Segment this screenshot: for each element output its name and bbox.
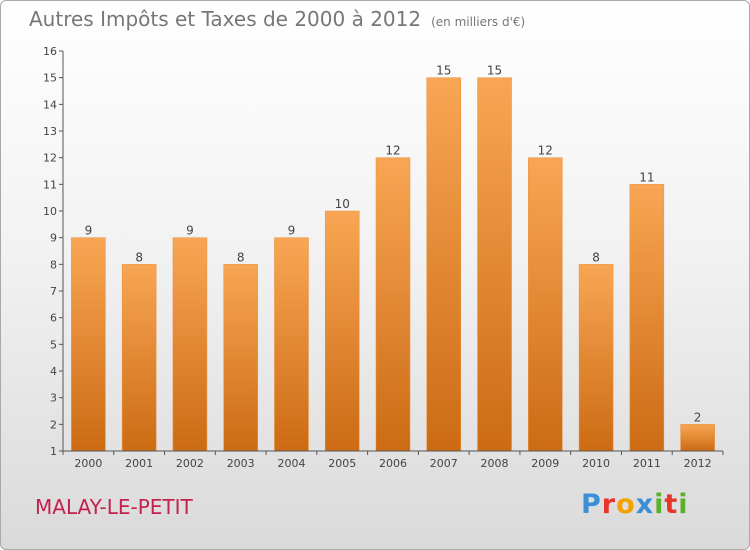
y-tick-label: 13	[43, 125, 57, 138]
bar-2010[interactable]	[578, 264, 614, 452]
data-label-2006: 12	[385, 144, 400, 158]
logo-letter: r	[601, 489, 617, 520]
chart-unit: (en milliers d'€)	[431, 15, 526, 29]
bar-2008[interactable]	[477, 77, 512, 452]
data-label-2008: 15	[487, 64, 502, 78]
x-tick-label: 2011	[633, 457, 661, 470]
y-tick-label: 9	[50, 232, 57, 245]
x-tick-label: 2006	[379, 457, 407, 470]
bar-2001[interactable]	[121, 264, 157, 452]
data-label-2001: 8	[135, 250, 143, 264]
data-label-2000: 9	[85, 224, 93, 238]
bar-2003[interactable]	[223, 264, 258, 452]
x-tick-label: 2007	[430, 457, 458, 470]
chart-title-block: Autres Impôts et Taxes de 2000 à 2012 (en…	[29, 7, 525, 31]
y-tick-label: 7	[50, 285, 57, 298]
logo-letter: i	[654, 489, 665, 520]
bar-2012[interactable]	[680, 424, 715, 452]
chart-title: Autres Impôts et Taxes de 2000 à 2012	[29, 7, 422, 31]
data-label-2005: 10	[335, 197, 350, 211]
data-label-2002: 9	[186, 224, 194, 238]
y-tick-label: 16	[43, 45, 57, 58]
bar-2009[interactable]	[528, 157, 563, 452]
x-tick-label: 2004	[277, 457, 305, 470]
logo-letter: t	[664, 489, 679, 520]
y-tick-label: 6	[50, 312, 57, 325]
y-tick-label: 8	[50, 258, 57, 271]
bar-2006[interactable]	[375, 157, 411, 452]
bar-2007[interactable]	[426, 77, 462, 452]
y-tick-label: 15	[43, 72, 57, 85]
logo-letter: o	[616, 489, 636, 520]
x-tick-label: 2012	[684, 457, 712, 470]
logo-letter: P	[581, 489, 602, 520]
data-label-2003: 8	[237, 250, 245, 264]
x-tick-label: 2001	[125, 457, 153, 470]
x-tick-label: 2008	[481, 457, 509, 470]
bar-2004[interactable]	[274, 237, 309, 452]
bar-2000[interactable]	[71, 237, 106, 452]
bar-2005[interactable]	[324, 210, 360, 452]
y-tick-label: 5	[50, 338, 57, 351]
proxiti-logo[interactable]: Proxiti	[581, 489, 689, 520]
data-label-2011: 11	[639, 170, 654, 184]
y-tick-label: 1	[50, 445, 57, 458]
bar-2002[interactable]	[172, 237, 208, 452]
y-tick-label: 14	[43, 98, 57, 111]
city-name: MALAY-LE-PETIT	[35, 495, 193, 519]
y-tick-label: 4	[50, 365, 57, 378]
y-tick-label: 12	[43, 152, 57, 165]
data-label-2009: 12	[538, 144, 553, 158]
y-tick-label: 2	[50, 418, 57, 431]
bar-2011[interactable]	[629, 184, 665, 452]
y-tick-label: 11	[43, 178, 57, 191]
y-tick-label: 10	[43, 205, 57, 218]
data-label-2004: 9	[288, 224, 296, 238]
x-tick-label: 2009	[531, 457, 559, 470]
x-tick-label: 2005	[328, 457, 356, 470]
x-tick-label: 2002	[176, 457, 204, 470]
data-label-2012: 2	[694, 410, 702, 424]
logo-letter: i	[678, 489, 689, 520]
logo-letter: x	[635, 489, 655, 520]
x-tick-label: 2000	[74, 457, 102, 470]
y-tick-label: 3	[50, 392, 57, 405]
data-label-2010: 8	[592, 250, 600, 264]
x-tick-label: 2003	[227, 457, 255, 470]
data-label-2007: 15	[436, 64, 451, 78]
x-tick-label: 2010	[582, 457, 610, 470]
